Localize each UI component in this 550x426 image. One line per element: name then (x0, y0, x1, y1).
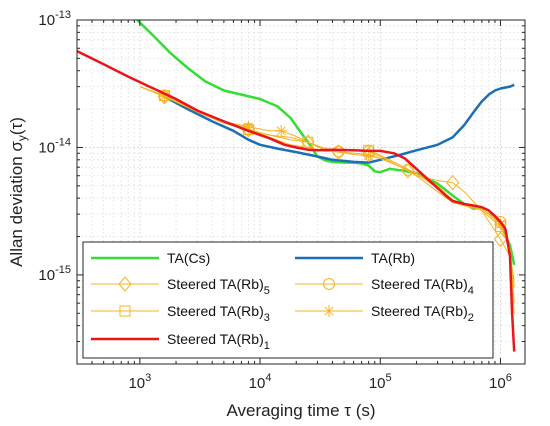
ticks (76, 19, 525, 365)
legend-label: Steered TA(Rb)4 (371, 276, 474, 297)
legend-label-sub: 5 (264, 285, 270, 297)
y-tick-label-base: 10 (38, 139, 55, 156)
legend-label-name: Steered TA(Rb) (371, 276, 468, 292)
y-axis-title-sub: y (15, 135, 29, 141)
x-tick-label-base: 10 (369, 375, 386, 392)
series-line (139, 86, 515, 288)
series-2 (163, 83, 515, 164)
x-tick-label-exp: 5 (386, 372, 392, 384)
y-tick-label-base: 10 (38, 267, 55, 284)
legend-label-sub: 2 (468, 312, 474, 324)
legend-label-name: Steered TA(Rb) (167, 331, 264, 347)
legend-label-sub: 1 (264, 340, 270, 352)
marker-star-stroke (324, 306, 334, 316)
x-tick-label-exp: 3 (145, 372, 151, 384)
y-tick-label-base: 10 (38, 12, 55, 29)
x-axis-title: Averaging time τ (s) (226, 401, 375, 420)
x-tick-label: 104 (249, 372, 272, 392)
legend-label: Steered TA(Rb)5 (167, 276, 270, 297)
marker-star (242, 120, 255, 133)
y-tick-label-exp: -15 (55, 264, 71, 276)
legend-item-6: Steered TA(Rb)2 (295, 303, 474, 324)
legend-item-3: Steered TA(Rb)5 (91, 276, 270, 297)
legend-label-name: TA(Cs) (167, 250, 210, 266)
marker-star-stroke (276, 126, 286, 136)
series-line (77, 49, 516, 352)
y-axis-title-suffix: (τ) (7, 117, 26, 135)
marker-diamond (445, 174, 460, 191)
legend-label-name: Steered TA(Rb) (167, 303, 264, 319)
marker-star-stroke (364, 151, 374, 161)
x-tick-label-base: 10 (128, 375, 145, 392)
plot-frame (76, 19, 526, 365)
marker-square (302, 136, 314, 148)
series-7 (77, 49, 516, 352)
x-tick-label-base: 10 (249, 375, 266, 392)
legend-item-4: Steered TA(Rb)4 (295, 276, 474, 297)
legend-label: Steered TA(Rb)1 (167, 331, 270, 352)
y-axis-title-main: Allan deviation σ (7, 141, 26, 267)
legend-item-7: Steered TA(Rb)1 (91, 331, 270, 352)
y-tick-label: 10-15 (38, 264, 71, 284)
marker-diamond (118, 276, 132, 292)
legend-label: Steered TA(Rb)3 (167, 303, 270, 324)
legend-box (82, 241, 494, 359)
legend-label: Steered TA(Rb)2 (371, 303, 474, 324)
x-tick-label: 106 (489, 372, 512, 392)
y-tick-label-exp: -14 (55, 136, 71, 148)
legend-label: TA(Rb) (371, 250, 415, 266)
marker-star-stroke (495, 219, 506, 229)
legend-label-name: TA(Rb) (371, 250, 415, 266)
series-line (163, 83, 515, 164)
marker-circle (323, 278, 335, 290)
marker-circle (401, 163, 414, 176)
legend-label: TA(Cs) (167, 250, 210, 266)
legend-label-name: Steered TA(Rb) (167, 276, 264, 292)
legend-label-sub: 3 (264, 312, 270, 324)
legend-item-1: TA(Cs) (91, 250, 210, 266)
series-layer (77, 20, 516, 352)
x-tick-label: 105 (369, 372, 392, 392)
y-tick-label-exp: -13 (55, 9, 71, 21)
marker-square (119, 305, 131, 317)
x-tick-label: 103 (128, 372, 151, 392)
y-tick-label: 10-13 (38, 9, 71, 29)
y-axis-title: Allan deviation σy(τ) (7, 117, 29, 267)
legend-item-2: TA(Rb) (295, 250, 415, 266)
y-tick-label: 10-14 (38, 136, 71, 156)
legend-label-sub: 4 (468, 285, 474, 297)
marker-star (275, 124, 288, 137)
x-tick-label-base: 10 (489, 375, 506, 392)
legend-label-name: Steered TA(Rb) (371, 303, 468, 319)
x-tick-label-exp: 4 (265, 372, 271, 384)
x-tick-label-exp: 6 (506, 372, 512, 384)
legend-item-5: Steered TA(Rb)3 (91, 303, 270, 324)
legend: TA(Cs) TA(Rb)Steered TA(Rb)5 Steered TA(Rb… (82, 241, 494, 359)
marker-star (323, 305, 335, 317)
